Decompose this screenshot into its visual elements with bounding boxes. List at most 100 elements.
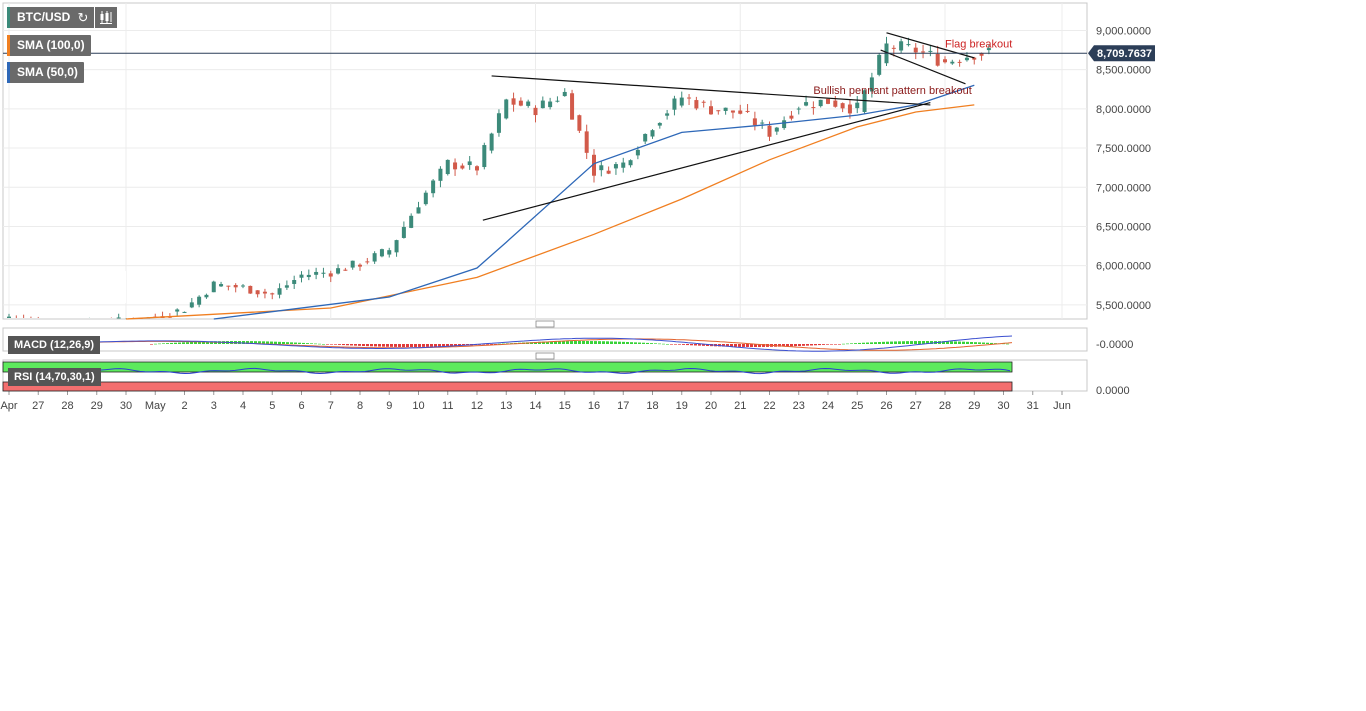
pennant-lower-trendline[interactable]: [482, 102, 931, 221]
pane-resize-handle[interactable]: [535, 352, 555, 360]
candle-body[interactable]: [928, 50, 933, 52]
candle-body[interactable]: [818, 99, 823, 107]
candle-body[interactable]: [899, 41, 904, 51]
candle-body[interactable]: [570, 93, 575, 120]
candle-body[interactable]: [533, 107, 538, 116]
candle-body[interactable]: [365, 261, 370, 263]
candle-body[interactable]: [782, 120, 787, 129]
candle-body[interactable]: [972, 57, 977, 60]
candle-body[interactable]: [197, 296, 202, 305]
candle-body[interactable]: [855, 102, 860, 109]
candle-body[interactable]: [774, 127, 779, 132]
candle-body[interactable]: [672, 98, 677, 110]
candle-body[interactable]: [891, 47, 896, 49]
candle-body[interactable]: [7, 316, 11, 318]
candle-body[interactable]: [401, 226, 406, 238]
candle-body[interactable]: [518, 100, 523, 106]
candle-body[interactable]: [314, 271, 319, 275]
candle-body[interactable]: [379, 249, 384, 257]
candle-body[interactable]: [409, 215, 414, 228]
candle-body[interactable]: [745, 110, 750, 112]
candle-body[interactable]: [906, 44, 911, 46]
sma50-legend[interactable]: SMA (50,0): [7, 62, 84, 83]
candle-body[interactable]: [394, 240, 399, 253]
candle-body[interactable]: [709, 106, 713, 115]
candle-body[interactable]: [877, 54, 882, 75]
candle-body[interactable]: [613, 164, 618, 169]
candle-body[interactable]: [957, 61, 962, 63]
candle-body[interactable]: [964, 57, 969, 61]
candle-body[interactable]: [526, 101, 531, 106]
candle-body[interactable]: [752, 118, 757, 126]
candle-body[interactable]: [321, 272, 326, 274]
candle-body[interactable]: [219, 284, 224, 287]
candle-body[interactable]: [811, 107, 816, 109]
candle-body[interactable]: [760, 122, 765, 124]
candle-body[interactable]: [416, 207, 421, 214]
candle-body[interactable]: [540, 100, 545, 109]
candle-body[interactable]: [592, 154, 596, 176]
candle-body[interactable]: [387, 250, 392, 255]
candle-body[interactable]: [584, 131, 589, 153]
candle-body[interactable]: [504, 99, 509, 119]
candle-body[interactable]: [657, 122, 662, 126]
candle-body[interactable]: [701, 101, 706, 103]
candle-body[interactable]: [336, 268, 341, 274]
candle-body[interactable]: [665, 113, 670, 116]
candle-body[interactable]: [270, 293, 275, 295]
candle-body[interactable]: [694, 100, 699, 109]
candle-body[interactable]: [233, 284, 238, 288]
symbol-button[interactable]: BTC/USD: [7, 7, 77, 28]
candle-body[interactable]: [262, 291, 267, 294]
candle-body[interactable]: [496, 113, 501, 133]
candle-body[interactable]: [723, 107, 728, 111]
candle-body[interactable]: [738, 110, 743, 114]
candle-body[interactable]: [979, 53, 984, 56]
candle-body[interactable]: [650, 130, 655, 137]
sma100-legend[interactable]: SMA (100,0): [7, 35, 91, 56]
candle-body[interactable]: [248, 285, 253, 294]
candle-body[interactable]: [189, 302, 194, 308]
flag-lower-trendline[interactable]: [880, 49, 966, 85]
price-chart[interactable]: 9,000.0000 8,500.0000 8,000.0000 7,500.0000…: [0, 0, 1366, 420]
candle-body[interactable]: [350, 260, 355, 268]
candle-body[interactable]: [175, 309, 180, 312]
candle-body[interactable]: [423, 192, 428, 205]
candle-body[interactable]: [643, 133, 648, 142]
candle-body[interactable]: [986, 48, 991, 51]
candle-body[interactable]: [482, 145, 487, 168]
candle-body[interactable]: [840, 103, 845, 109]
candle-body[interactable]: [467, 161, 472, 166]
candle-body[interactable]: [489, 133, 494, 151]
candle-body[interactable]: [475, 166, 479, 171]
refresh-button[interactable]: ↻: [72, 7, 94, 28]
candle-body[interactable]: [460, 165, 465, 169]
candle-body[interactable]: [913, 47, 918, 53]
candle-body[interactable]: [548, 101, 553, 108]
candle-body[interactable]: [255, 290, 260, 295]
pennant-upper-trendline[interactable]: [491, 75, 931, 106]
candle-body[interactable]: [628, 160, 633, 166]
candle-body[interactable]: [943, 59, 947, 63]
candle-body[interactable]: [299, 274, 304, 278]
candle-body[interactable]: [211, 281, 216, 293]
pane-resize-handle[interactable]: [535, 320, 555, 328]
candle-body[interactable]: [730, 110, 735, 113]
candle-body[interactable]: [226, 285, 231, 287]
candle-body[interactable]: [511, 98, 516, 105]
candle-body[interactable]: [687, 97, 692, 99]
candle-body[interactable]: [606, 170, 611, 174]
candle-body[interactable]: [826, 98, 830, 104]
candle-body[interactable]: [306, 274, 311, 278]
candle-body[interactable]: [292, 280, 297, 284]
candle-body[interactable]: [621, 162, 626, 168]
candle-body[interactable]: [284, 285, 289, 288]
candle-body[interactable]: [577, 115, 582, 131]
candle-body[interactable]: [204, 294, 209, 298]
candle-body[interactable]: [804, 102, 809, 106]
candle-body[interactable]: [833, 100, 838, 107]
candle-body[interactable]: [328, 273, 333, 277]
candle-body[interactable]: [679, 97, 684, 106]
candle-body[interactable]: [431, 180, 436, 194]
candle-body[interactable]: [796, 108, 801, 110]
